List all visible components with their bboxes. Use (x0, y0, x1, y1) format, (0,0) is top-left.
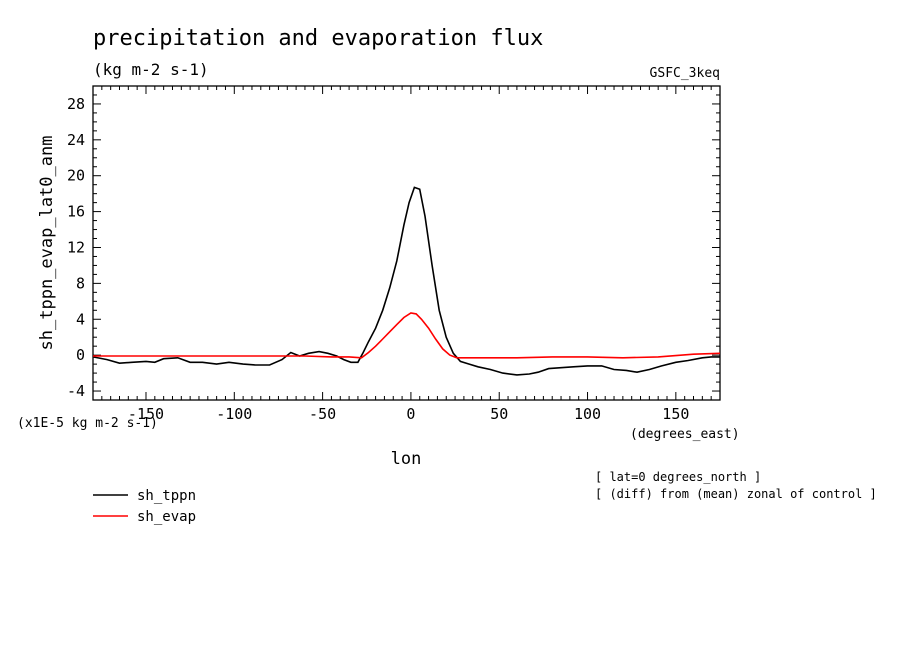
series-line-sh_tppn (92, 186, 720, 376)
x-tick-label: 100 (574, 405, 601, 423)
x-tick-label: -150 (128, 405, 164, 423)
x-tick-label: 150 (662, 405, 689, 423)
legend-label-sh_tppn: sh_tppn (137, 488, 196, 504)
x-units-label: (degrees_east) (630, 427, 740, 442)
plot-frame (92, 85, 721, 401)
series-lines (92, 186, 721, 376)
y-scale-note: (x1E-5 kg m-2 s-1) (17, 416, 158, 431)
x-tick-label: 0 (406, 405, 415, 423)
y-tick-label: 0 (76, 346, 85, 364)
y-tick-label: 24 (67, 131, 85, 149)
x-axis-ticks: -150 -100 -50 0 50 100 150 (101, 86, 721, 423)
legend: sh_tppn sh_evap (93, 488, 196, 525)
y-tick-label: 8 (76, 274, 85, 292)
x-axis-label: lon (391, 449, 422, 469)
y-tick-label: 28 (67, 95, 85, 113)
dataset-label: GSFC_3keq (650, 66, 720, 81)
y-tick-label: 16 (67, 203, 85, 221)
note-lat: [ lat=0 degrees_north ] (595, 470, 761, 484)
series-line-sh_evap (93, 312, 721, 359)
x-tick-label: -50 (309, 405, 336, 423)
chart-subtitle: (kg m-2 s-1) (93, 60, 209, 79)
note-diff: [ (diff) from (mean) zonal of control ] (595, 487, 877, 501)
chart-title: precipitation and evaporation flux (93, 26, 543, 51)
x-tick-label: -100 (216, 405, 252, 423)
y-tick-label: 20 (67, 167, 85, 185)
y-tick-label: 4 (76, 310, 85, 328)
plot-axes (92, 85, 721, 401)
y-axis-ticks: -4 0 4 8 12 16 20 24 28 (67, 85, 720, 400)
y-tick-label: 12 (67, 238, 85, 256)
y-tick-label: -4 (67, 382, 85, 400)
y-axis-label: sh_tppn_evap_lat0_anm (37, 136, 57, 351)
x-tick-label: 50 (490, 405, 508, 423)
legend-label-sh_evap: sh_evap (137, 509, 196, 525)
